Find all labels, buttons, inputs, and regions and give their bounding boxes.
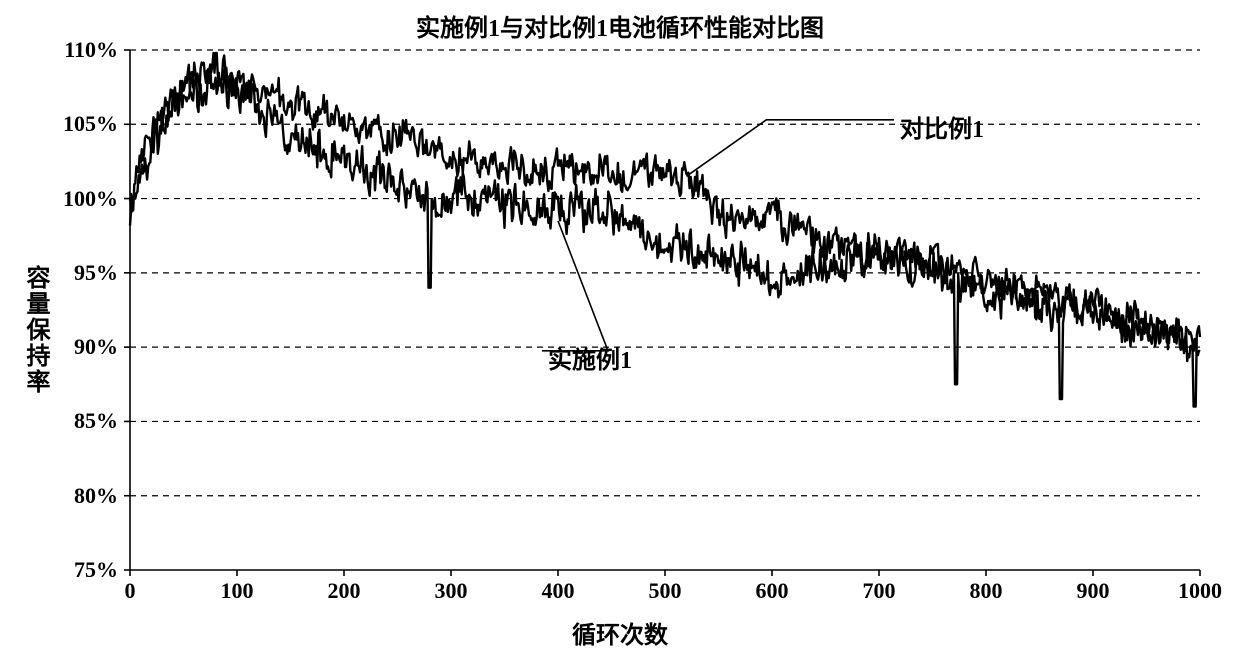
x-tick-label: 0 xyxy=(100,578,160,604)
y-tick-label: 105% xyxy=(58,111,118,137)
x-tick-label: 300 xyxy=(421,578,481,604)
x-tick-label: 500 xyxy=(635,578,695,604)
x-tick-label: 100 xyxy=(207,578,267,604)
x-tick-label: 400 xyxy=(528,578,588,604)
y-tick-label: 110% xyxy=(58,37,118,63)
x-tick-label: 700 xyxy=(849,578,909,604)
x-tick-label: 900 xyxy=(1063,578,1123,604)
y-tick-label: 90% xyxy=(58,334,118,360)
series-annotation: 对比例1 xyxy=(900,109,984,144)
plot-area xyxy=(0,0,1240,660)
x-tick-label: 600 xyxy=(742,578,802,604)
y-tick-label: 80% xyxy=(58,483,118,509)
x-tick-label: 800 xyxy=(956,578,1016,604)
y-tick-label: 85% xyxy=(58,408,118,434)
series-annotation: 实施例1 xyxy=(548,340,632,375)
x-tick-label: 1000 xyxy=(1170,578,1230,604)
y-tick-label: 95% xyxy=(58,260,118,286)
chart-container: 实施例1与对比例1电池循环性能对比图 容量保持率 循环次数 75%80%85%9… xyxy=(0,0,1240,660)
y-tick-label: 100% xyxy=(58,186,118,212)
x-tick-label: 200 xyxy=(314,578,374,604)
